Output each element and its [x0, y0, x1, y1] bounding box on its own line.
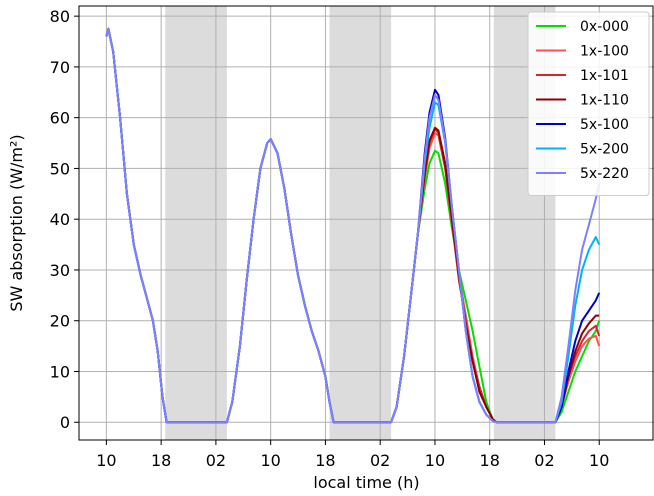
axis-ticks — [74, 15, 600, 445]
y-tick-label-5: 50 — [50, 159, 70, 178]
series-line-5x-220 — [105, 27, 601, 424]
legend-label-1x-101: 1x-101 — [580, 68, 629, 84]
legend-label-1x-110: 1x-110 — [580, 93, 629, 109]
night-band-1 — [165, 6, 227, 440]
legend-label-5x-200: 5x-200 — [580, 142, 629, 158]
y-tick-label-1: 10 — [50, 362, 70, 381]
legend: 0x-000 1x-100 1x-101 1x-110 5x-100 5x-200 5x-2… — [527, 11, 650, 196]
x-tick-label-9: 10 — [589, 451, 609, 470]
x-tick-label-1: 18 — [151, 451, 171, 470]
y-tick-label-3: 30 — [50, 261, 70, 280]
y-tick-label-4: 40 — [50, 210, 70, 229]
legend-box — [527, 11, 650, 196]
x-tick-label-3: 10 — [260, 451, 280, 470]
x-tick-label-6: 10 — [425, 451, 445, 470]
tick-labels: 10 18 02 10 18 02 10 18 02 10 0 10 20 30 40 50 60 70 80 — [50, 7, 610, 470]
x-tick-label-5: 02 — [370, 451, 390, 470]
y-axis-label: SW absorption (W/m²) — [7, 134, 26, 311]
y-tick-label-2: 20 — [50, 312, 70, 331]
x-tick-label-4: 18 — [315, 451, 335, 470]
x-axis-label: local time (h) — [313, 473, 419, 492]
legend-label-5x-220: 5x-220 — [580, 166, 629, 182]
plot-frame — [78, 5, 654, 441]
series-lines — [105, 27, 601, 424]
legend-label-0x-000: 0x-000 — [580, 19, 629, 35]
legend-label-5x-100: 5x-100 — [580, 117, 629, 133]
y-tick-label-0: 0 — [60, 413, 70, 432]
x-tick-label-8: 02 — [534, 451, 554, 470]
x-tick-label-0: 10 — [96, 451, 116, 470]
y-tick-label-6: 60 — [50, 109, 70, 128]
y-tick-label-8: 80 — [50, 7, 70, 26]
x-tick-label-7: 18 — [480, 451, 500, 470]
night-band-2 — [329, 6, 392, 440]
legend-label-1x-100: 1x-100 — [580, 44, 629, 60]
y-tick-label-7: 70 — [50, 58, 70, 77]
night-bands — [165, 6, 556, 440]
x-tick-label-2: 02 — [206, 451, 226, 470]
